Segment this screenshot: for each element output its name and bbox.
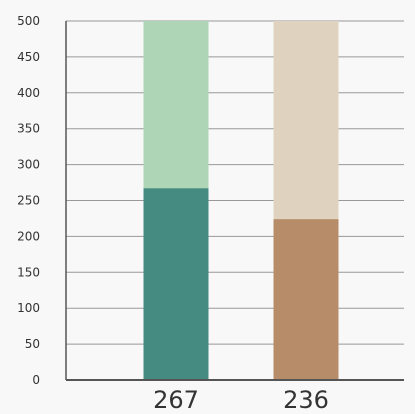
y-tick-label: 150 [17,265,40,279]
x-category-label: 267 [153,386,199,414]
y-tick-label: 250 [17,194,40,208]
y-axis-tick-labels: 0 50 100 150 200 250 300 350 400 450 500 [17,14,40,387]
x-category-label: 236 [283,386,329,414]
bars [143,21,339,380]
bar [143,188,209,380]
y-tick-label: 400 [17,86,40,100]
axes [65,21,404,381]
y-tick-label: 50 [25,337,40,351]
y-tick-label: 100 [17,301,40,315]
y-tick-label: 350 [17,122,40,136]
x-axis-tick-labels: 267 236 [153,386,329,414]
y-tick-label: 300 [17,158,40,172]
y-tick-label: 500 [17,14,40,28]
bar [273,219,339,380]
y-tick-label: 200 [17,229,40,243]
y-tick-label: 450 [17,50,40,64]
y-tick-label: 0 [32,373,40,387]
grid-lines [66,20,404,345]
